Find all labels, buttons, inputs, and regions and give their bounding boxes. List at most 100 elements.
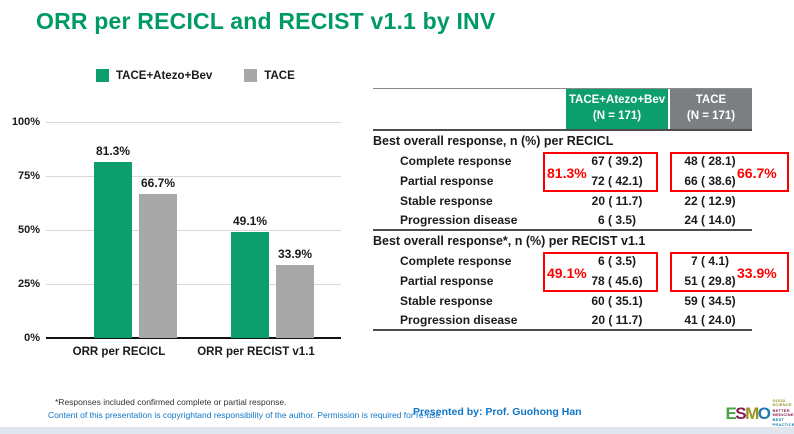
row-label: Partial response [400, 174, 494, 188]
results-table: TACE+Atezo+Bev (N = 171) TACE (N = 171) … [373, 88, 789, 331]
x-category-label-recicl: ORR per RECICL [72, 346, 166, 358]
highlight-box-recist-tace [670, 252, 789, 292]
highlight-box-recicl-tace [670, 152, 789, 192]
legend-label: TACE [264, 69, 295, 82]
legend-item-tace: TACE [244, 69, 295, 82]
row-label: Stable response [400, 194, 493, 208]
bar-tace-atezo-bev-recist [231, 231, 269, 338]
chart-legend: TACE+Atezo+Bev TACE [96, 69, 295, 82]
cell-value: 6 ( 3.5) [597, 254, 636, 268]
gridline-25 [46, 284, 341, 285]
cell-value: 7 ( 4.1) [690, 254, 729, 268]
gridline-100 [46, 122, 341, 123]
y-tick-label: 75% [17, 170, 40, 182]
x-category-label-recist: ORR per RECIST v1.1 [197, 346, 315, 358]
legend-swatch-green [96, 69, 109, 82]
column-label: TACE+Atezo+Bev [568, 94, 666, 107]
table-row: Stable response 20 ( 11.7) 22 ( 12.9) [373, 191, 752, 211]
esmo-logo-letters: ESMO [725, 403, 771, 423]
bottom-strip [0, 427, 794, 434]
highlight-pct-recicl-tace-atezo-bev: 81.3% [547, 165, 587, 181]
table-row: Stable response 60 ( 35.1) 59 ( 34.5) [373, 291, 752, 311]
esmo-letter-s: S [735, 403, 746, 423]
bar-tace-atezo-bev-recicl [94, 162, 132, 338]
table-header-spacer [373, 89, 566, 129]
bar-wrap: 66.7% [139, 122, 177, 338]
esmo-tagline-line: BEST PRACTICE [772, 417, 794, 427]
esmo-tagline-line: GOOD SCIENCE [772, 397, 792, 408]
column-sublabel: (N = 171) [592, 110, 642, 122]
esmo-logo: ESMO GOOD SCIENCE BETTER MEDICINE BEST P… [725, 397, 794, 427]
bar-value-label: 66.7% [140, 175, 176, 190]
bar-group-recist: 49.1% 33.9% [231, 122, 314, 338]
cell-value: 20 ( 11.7) [591, 194, 643, 208]
row-label: Complete response [400, 154, 512, 168]
cell-value: 24 ( 14.0) [684, 213, 736, 227]
cell-value: 20 ( 11.7) [591, 313, 643, 327]
legend-label: TACE+Atezo+Bev [116, 69, 213, 82]
cell-value: 67 ( 39.2) [591, 154, 643, 168]
cell-value: 41 ( 24.0) [684, 313, 736, 327]
bar-group-recicl: 81.3% 66.7% [94, 122, 177, 338]
highlight-box-recicl-tace-atezo-bev [543, 152, 658, 192]
cell-value: 78 ( 45.6) [591, 274, 643, 288]
gridline-75 [46, 176, 341, 177]
section-header-recicl: Best overall response, n (%) per RECICL [373, 134, 614, 148]
column-sublabel: (N = 171) [686, 110, 736, 122]
esmo-letter-o: O [757, 403, 771, 423]
table-row: Complete response 6 ( 3.5) 7 ( 4.1) [373, 251, 752, 271]
cell-value: 22 ( 12.9) [684, 194, 736, 208]
bar-tace-recist [276, 264, 314, 338]
x-axis-line [46, 337, 341, 339]
cell-value: 72 ( 42.1) [591, 174, 643, 188]
highlight-pct-recist-tace: 33.9% [737, 265, 777, 281]
esmo-letter-e: E [725, 403, 736, 423]
legend-item-tace-atezo-bev: TACE+Atezo+Bev [96, 69, 212, 82]
table-header-row: TACE+Atezo+Bev (N = 171) TACE (N = 171) [373, 88, 752, 131]
column-label: TACE [695, 94, 727, 107]
row-label: Complete response [400, 254, 512, 268]
y-tick-label: 100% [11, 116, 40, 128]
bar-wrap: 81.3% [94, 122, 132, 338]
presented-by-text: Presented by: Prof. Guohong Han [413, 406, 582, 418]
table-row: Partial response 72 ( 42.1) 66 ( 38.6) [373, 171, 752, 191]
highlight-pct-recicl-tace: 66.7% [737, 165, 777, 181]
bar-value-label: 81.3% [95, 144, 131, 159]
table-row: Progression disease 20 ( 11.7) 41 ( 24.0… [373, 311, 752, 331]
table-row: Partial response 78 ( 45.6) 51 ( 29.8) [373, 271, 752, 291]
cell-value: 66 ( 38.6) [684, 174, 736, 188]
bar-tace-recicl [139, 193, 177, 338]
row-label: Progression disease [400, 313, 518, 327]
bar-wrap: 33.9% [276, 122, 314, 338]
cell-value: 51 ( 29.8) [684, 274, 736, 288]
footnote-text: *Responses included confirmed complete o… [55, 397, 287, 407]
highlight-pct-recist-tace-atezo-bev: 49.1% [547, 265, 587, 281]
cell-value: 48 ( 28.1) [684, 154, 736, 168]
highlight-box-recist-tace-atezo-bev [543, 252, 658, 292]
bar-wrap: 49.1% [231, 122, 269, 338]
legend-swatch-gray [244, 69, 258, 82]
esmo-letter-m: M [745, 403, 759, 423]
table-row: Progression disease 6 ( 3.5) 24 ( 14.0) [373, 211, 752, 231]
row-label: Progression disease [400, 213, 518, 227]
row-label: Partial response [400, 274, 494, 288]
cell-value: 6 ( 3.5) [597, 213, 636, 227]
copyright-text: Content of this presentation is copyrigh… [48, 410, 443, 420]
y-tick-label: 25% [17, 278, 40, 290]
table-row: Complete response 67 ( 39.2) 48 ( 28.1) [373, 151, 752, 171]
section-header-recist: Best overall response*, n (%) per RECIST… [373, 234, 646, 248]
column-header-tace-atezo-bev: TACE+Atezo+Bev (N = 171) [566, 89, 668, 129]
y-tick-label: 0% [24, 332, 40, 344]
cell-value: 59 ( 34.5) [684, 294, 736, 308]
bar-value-label: 49.1% [232, 213, 268, 228]
esmo-tagline: GOOD SCIENCE BETTER MEDICINE BEST PRACTI… [772, 397, 794, 427]
row-label: Stable response [400, 294, 493, 308]
y-tick-label: 50% [17, 224, 40, 236]
orr-bar-chart: TACE+Atezo+Bev TACE 100% 75% 50% 25% 0% … [12, 62, 375, 372]
page-title: ORR per RECICL and RECIST v1.1 by INV [36, 8, 496, 34]
cell-value: 60 ( 35.1) [591, 294, 643, 308]
bar-value-label: 33.9% [277, 246, 313, 261]
gridline-50 [46, 230, 341, 231]
plot-area: 100% 75% 50% 25% 0% 81.3% 66.7% 49.1% [12, 116, 341, 344]
